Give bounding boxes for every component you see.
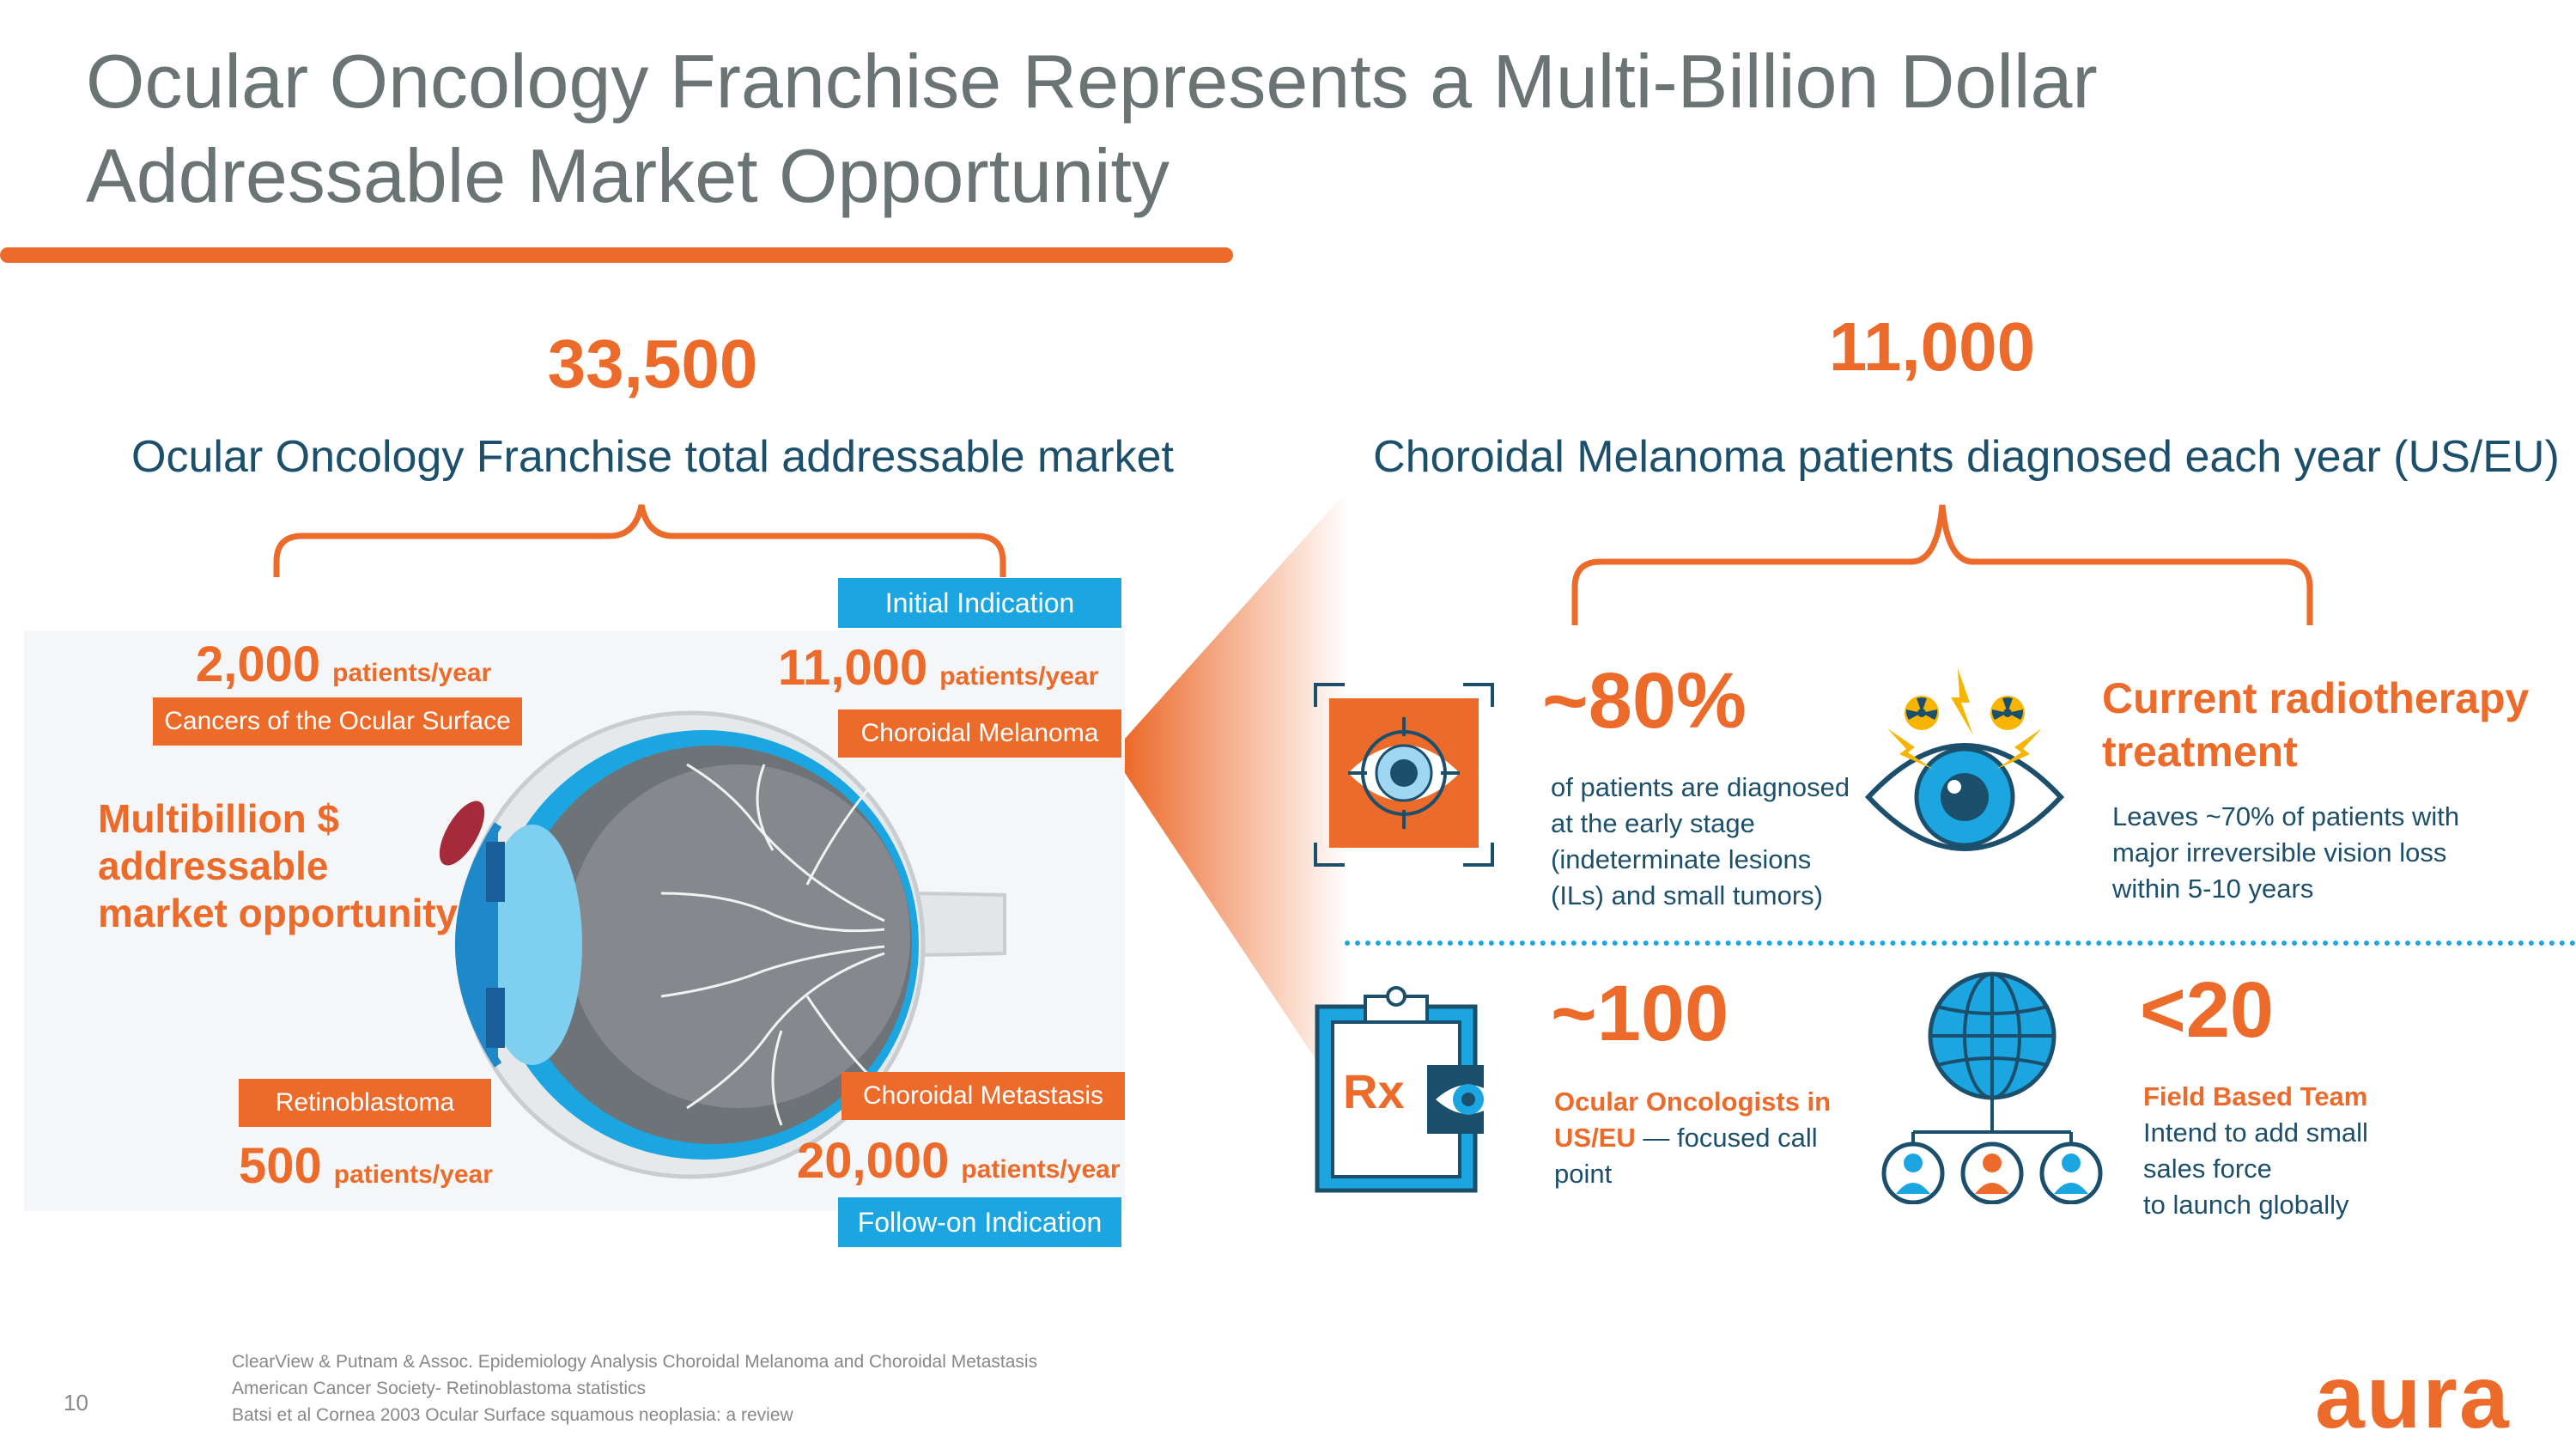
surface-count-value: 2,000 [196, 636, 321, 692]
oncologists-stat: ~100 [1551, 970, 1729, 1057]
melanoma-patients-number: 11,000 [1828, 308, 2036, 385]
oncologists-desc-rest: — focused call point [1554, 1123, 1818, 1189]
surface-count-unit: patients/year [332, 659, 492, 687]
field-team-line-3: to launch globally [2143, 1190, 2349, 1220]
tag-choroidal-melanoma: Choroidal Melanoma [838, 709, 1121, 758]
field-team-desc: Field Based Team Intend to add small sal… [2143, 1079, 2504, 1223]
melanoma-count: 11,000 patients/year [778, 639, 1098, 697]
field-team-line-2: sales force [2143, 1154, 2272, 1184]
aura-logo: aura [2315, 1348, 2511, 1447]
oncologists-desc-bold: Ocular Oncologists in US/EU [1554, 1087, 1832, 1153]
rx-clipboard-icon: Rx [1315, 986, 1484, 1193]
retino-count-value: 500 [239, 1138, 322, 1194]
total-market-subhead: Ocular Oncology Franchise total addressa… [131, 432, 1174, 482]
melanoma-patients-subhead: Choroidal Melanoma patients diagnosed ea… [1373, 432, 2560, 482]
eye-illustration [439, 710, 1006, 1179]
field-team-heading: Field Based Team [2143, 1081, 2368, 1111]
field-team-stat: <20 [2140, 966, 2275, 1054]
footnotes: ClearView & Putnam & Assoc. Epidemiology… [232, 1349, 1434, 1428]
title-line-1: Ocular Oncology Franchise Represents a M… [86, 39, 2098, 124]
metastasis-count-unit: patients/year [961, 1155, 1121, 1184]
total-market-number: 33,500 [547, 326, 758, 402]
field-team-line-1: Intend to add small [2143, 1117, 2368, 1148]
rx-symbol: Rx [1343, 1064, 1405, 1118]
metastasis-count-value: 20,000 [797, 1133, 950, 1189]
right-brace [1571, 504, 2313, 625]
globe-network-icon [1881, 971, 2103, 1204]
eye-radiation-icon [1864, 668, 2065, 851]
oncologists-desc: Ocular Oncologists in US/EU — focused ca… [1554, 1084, 1846, 1192]
tag-retinoblastoma: Retinoblastoma [239, 1079, 491, 1127]
zoom-wedge [1125, 490, 1348, 1108]
metastasis-count: 20,000 patients/year [797, 1132, 1121, 1190]
footnote-2: American Cancer Society- Retinoblastoma … [232, 1379, 647, 1398]
melanoma-count-unit: patients/year [939, 662, 1099, 691]
radiotherapy-heading: Current radiotherapy treatment [2102, 674, 2530, 776]
surface-count: 2,000 patients/year [196, 636, 491, 693]
retino-count: 500 patients/year [239, 1137, 493, 1195]
tag-choroidal-metastasis: Choroidal Metastasis [841, 1072, 1125, 1120]
melanoma-count-value: 11,000 [778, 640, 928, 696]
early-stage-stat: ~80% [1542, 657, 1747, 745]
followon-indication-badge: Follow-on Indication [838, 1197, 1121, 1247]
footnote-3: Batsi et al Cornea 2003 Ocular Surface s… [232, 1405, 793, 1425]
page-number: 10 [64, 1390, 88, 1416]
dotted-divider [1345, 941, 2576, 946]
title-line-2: Addressable Market Opportunity [86, 133, 1170, 218]
title-underline [0, 247, 1233, 263]
page-title: Ocular Oncology Franchise Represents a M… [86, 34, 2404, 223]
radiotherapy-desc: Leaves ~70% of patients with major irrev… [2112, 801, 2460, 904]
footnote-1: ClearView & Putnam & Assoc. Epidemiology… [232, 1352, 1038, 1372]
retino-count-unit: patients/year [333, 1160, 493, 1189]
left-brace [273, 504, 1006, 577]
tag-ocular-surface: Cancers of the Ocular Surface [153, 697, 522, 746]
eye-target-icon [1314, 683, 1494, 867]
early-stage-desc: of patients are diagnosed at the early s… [1551, 772, 1850, 910]
multibillion-callout: Multibillion $ addressable market opport… [98, 796, 459, 935]
initial-indication-badge: Initial Indication [838, 578, 1121, 628]
